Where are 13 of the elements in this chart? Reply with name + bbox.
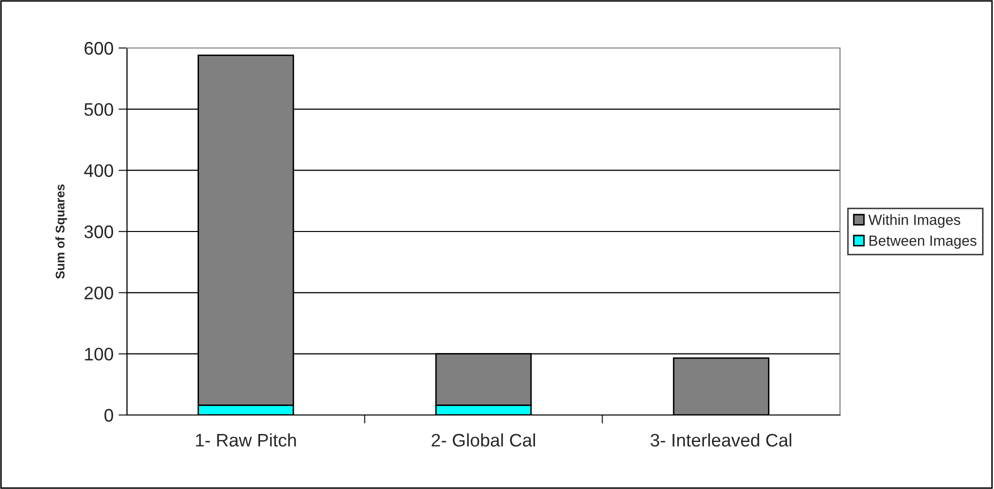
y-tick-label: 300 (84, 225, 114, 238)
x-tick-label: 1- Raw Pitch (196, 433, 296, 447)
y-axis-title: Sum of Squares (55, 184, 68, 279)
y-tick-label: 500 (84, 103, 114, 116)
y-tick-label: 200 (84, 286, 114, 300)
y-tick-label: 600 (84, 42, 114, 55)
legend-label: Within Images (868, 214, 960, 228)
x-tick-label: 2- Global Cal (432, 433, 535, 447)
legend-label: Between Images (870, 236, 976, 249)
y-tick-label: 400 (84, 164, 114, 178)
y-tick-label: 100 (85, 348, 114, 361)
y-tick-label: 0 (104, 408, 114, 422)
x-tick-label: 3- Interleaved Cal (650, 433, 792, 447)
